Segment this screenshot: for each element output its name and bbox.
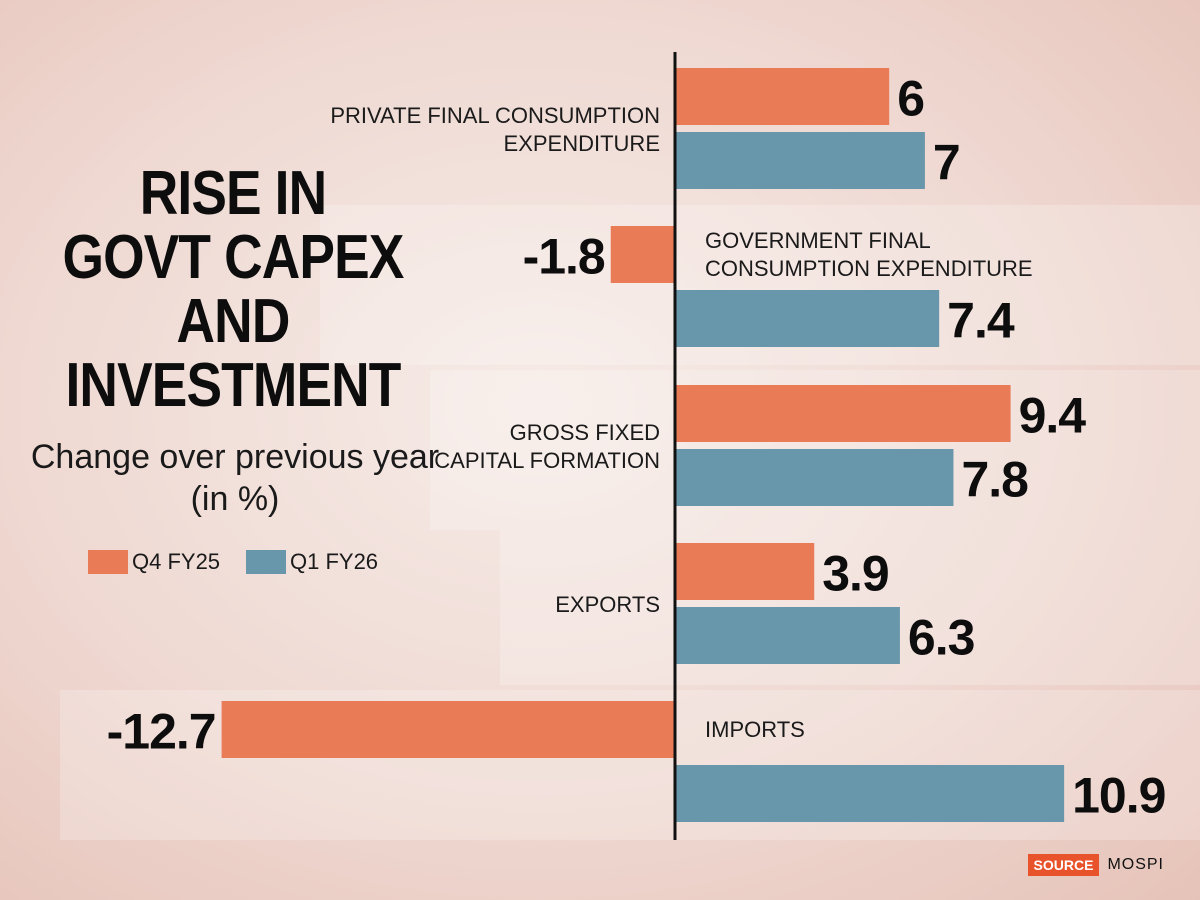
title-line: INVESTMENT [65,351,401,420]
title-line: RISE IN [139,159,327,228]
data-label: 7.4 [947,293,1015,349]
title-line: AND [176,287,291,356]
data-label: -12.7 [107,704,216,760]
title-line: GOVT CAPEX [62,223,404,292]
source-tag: SOURCE [1027,854,1100,876]
bar [675,132,925,189]
data-label: 6 [897,71,924,127]
data-label: 9.4 [1019,388,1087,444]
legend-label-q4: Q4 FY25 [132,549,221,574]
source-row: SOURCE MOSPI [1027,854,1164,876]
category-label: GOVERNMENT FINAL [705,228,931,253]
chart-subtitle: Change over previous year (in %) [30,438,440,518]
source-value: MOSPI [1107,856,1164,873]
category-label: GROSS FIXED [510,420,660,445]
bar [675,449,954,506]
category-label: CONSUMPTION EXPENDITURE [705,256,1033,281]
category-label: IMPORTS [705,717,805,742]
data-label: -1.8 [523,229,605,285]
bar [675,765,1065,822]
category-label: CAPITAL FORMATION [434,448,660,473]
bar [221,701,676,758]
data-label: 7 [933,135,960,191]
bar [675,607,900,664]
legend-swatch-q1 [246,550,286,574]
bar [675,543,815,600]
bar [675,290,940,347]
data-label: 7.8 [961,452,1028,508]
legend-label-q1: Q1 FY26 [290,549,379,574]
legend-item-q1: Q1 FY26 [246,548,378,576]
bar [675,385,1011,442]
legend-item-q4: Q4 FY25 [88,548,220,576]
bar [610,226,675,283]
category-label: EXPENDITURE [504,131,660,156]
chart-title: RISE IN GOVT CAPEX AND INVESTMENT [48,162,418,418]
category-label: EXPORTS [555,592,660,617]
legend-swatch-q4 [88,550,128,574]
data-label: 10.9 [1072,768,1165,824]
category-label: PRIVATE FINAL CONSUMPTION [330,103,660,128]
bar [675,68,890,125]
data-label: 3.9 [822,546,889,602]
data-label: 6.3 [908,610,975,666]
